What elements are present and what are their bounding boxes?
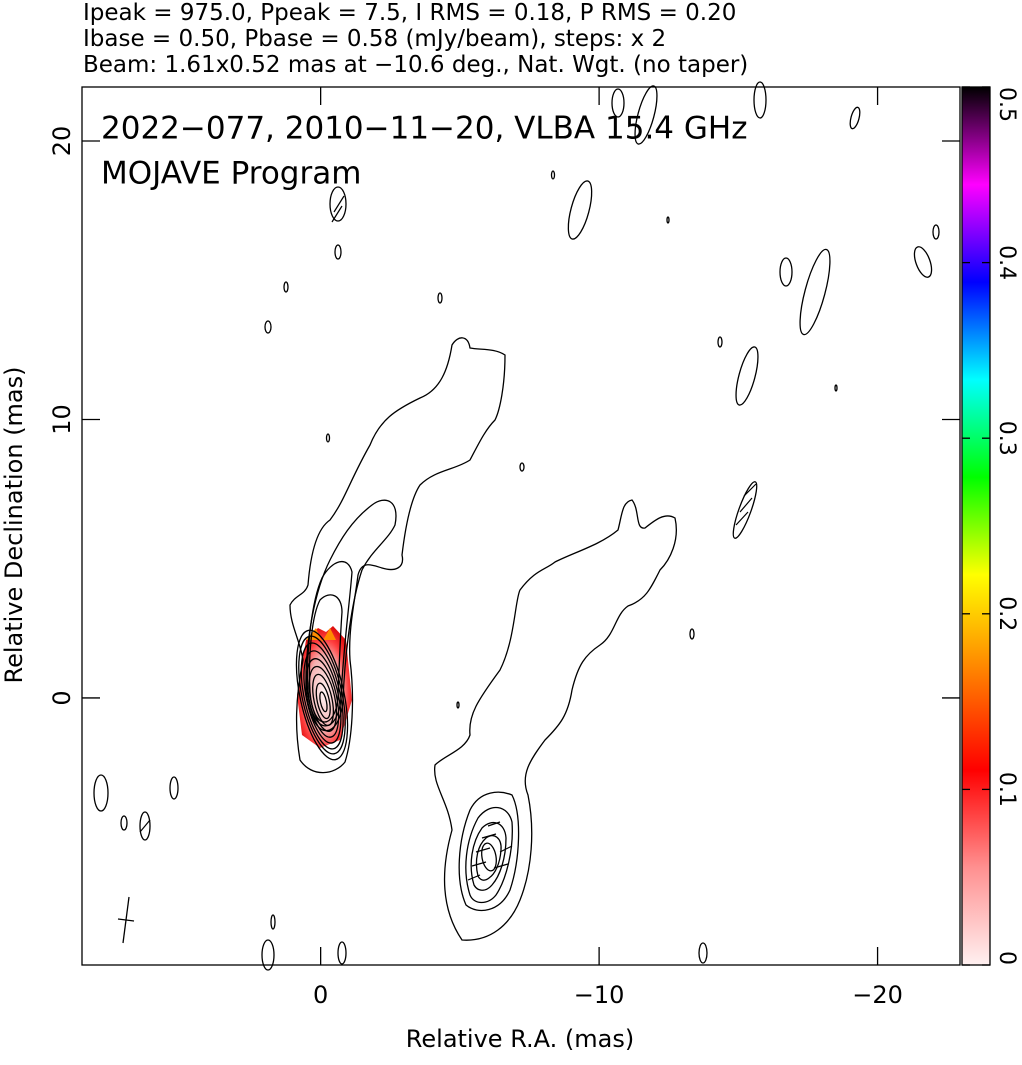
x-tick-label: −10 bbox=[574, 981, 625, 1009]
noise-contours bbox=[93, 81, 940, 971]
plot-subtitle: MOJAVE Program bbox=[101, 156, 361, 192]
contour bbox=[315, 682, 331, 720]
contour bbox=[295, 629, 349, 761]
colorbar-tick-label: 0.3 bbox=[994, 421, 1019, 456]
colorbar-tick-label: 0.4 bbox=[994, 245, 1019, 280]
contour bbox=[308, 594, 343, 723]
contour bbox=[303, 650, 342, 744]
y-axis-label: Relative Declination (mas) bbox=[0, 366, 28, 683]
contour-map bbox=[93, 81, 940, 971]
colorbar bbox=[961, 86, 991, 966]
plot-title: 2022−077, 2010−11−20, VLBA 15.4 GHz bbox=[101, 111, 747, 147]
contour bbox=[470, 821, 507, 891]
contour bbox=[289, 337, 506, 774]
contour bbox=[481, 842, 497, 872]
contour bbox=[305, 658, 340, 738]
contour bbox=[300, 642, 344, 750]
contour bbox=[308, 665, 338, 732]
contour bbox=[465, 806, 513, 904]
contour bbox=[312, 673, 335, 727]
y-tick-label: 0 bbox=[48, 690, 76, 705]
contour bbox=[298, 635, 346, 755]
contour bbox=[475, 835, 502, 881]
plot-frame bbox=[81, 86, 961, 966]
colorbar-tick-label: 0.5 bbox=[994, 87, 1019, 122]
colorbar-tick-label: 0 bbox=[994, 951, 1019, 965]
header-line: Beam: 1.61x0.52 mas at −10.6 deg., Nat. … bbox=[83, 52, 748, 78]
contour bbox=[434, 499, 677, 941]
y-tick-label: 20 bbox=[48, 126, 76, 157]
polarization-vectors bbox=[139, 195, 757, 881]
contour bbox=[319, 691, 328, 713]
header-line: Ipeak = 975.0, Ppeak = 7.5, I RMS = 0.18… bbox=[83, 0, 736, 26]
colorbar-tick-label: 0.2 bbox=[994, 596, 1019, 631]
x-tick-label: −20 bbox=[852, 981, 903, 1009]
y-tick-label: 10 bbox=[48, 404, 76, 435]
header-line: Ibase = 0.50, Pbase = 0.58 (mJy/beam), s… bbox=[83, 26, 666, 52]
x-axis-label: Relative R.A. (mas) bbox=[406, 1025, 634, 1053]
colorbar-tick-label: 0.1 bbox=[994, 772, 1019, 807]
contour bbox=[458, 791, 520, 912]
x-tick-label: 0 bbox=[313, 981, 328, 1009]
beam bbox=[117, 896, 135, 944]
